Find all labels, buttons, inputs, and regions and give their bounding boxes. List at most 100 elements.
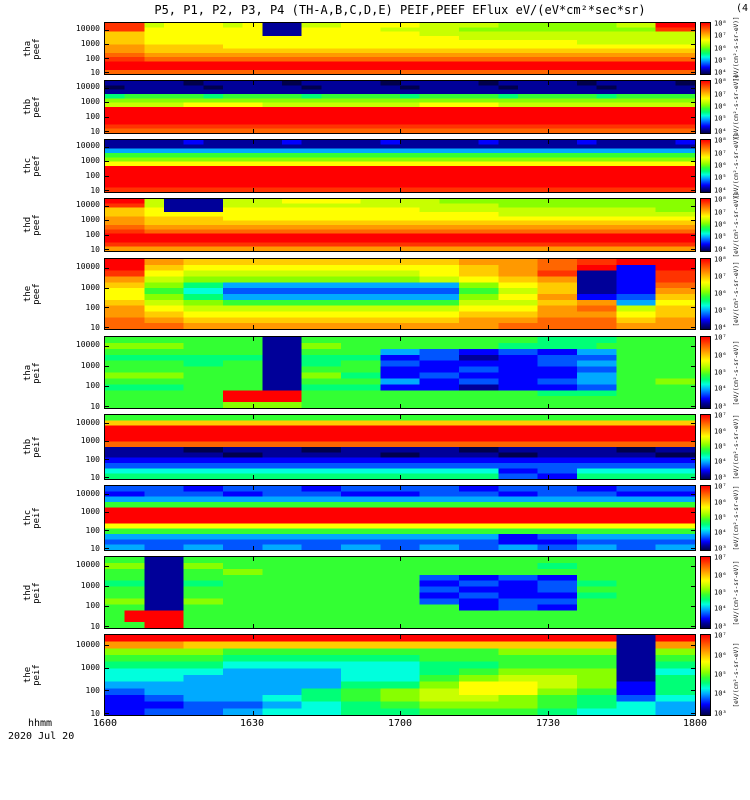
colorbar-tick-label: 10⁴ <box>714 186 727 195</box>
colorbar-tick-label: 10⁶ <box>714 571 727 580</box>
tick-mark <box>400 199 401 203</box>
y-tick-label: 10 <box>90 127 100 137</box>
colorbar-tick-label: 10⁶ <box>714 289 727 298</box>
colorbar-tick-label: 10⁸ <box>714 255 727 264</box>
tick-mark <box>691 441 695 443</box>
y-tick-label: 10 <box>90 245 100 255</box>
y-tick-label: 10 <box>90 544 100 554</box>
tick-mark <box>691 625 695 627</box>
colorbar-tick-label: 10⁸ <box>714 77 727 86</box>
colorbar-unit-label: [eV/(cm²-s-sr-eV)] <box>733 339 740 406</box>
corner-annotation: (4 <box>735 3 748 14</box>
x-tick-label: 1600 <box>92 718 118 729</box>
tick-mark <box>105 102 109 104</box>
tick-mark <box>105 87 109 89</box>
tick-mark <box>252 23 254 27</box>
tick-mark <box>400 70 401 74</box>
y-tick-label: 100 <box>85 230 100 240</box>
y-tick-label: 10 <box>90 708 100 718</box>
tick-mark <box>547 557 549 561</box>
tick-mark <box>691 512 695 514</box>
colorbar-unit-label: [eV/(cm²-s-sr-eV)] <box>733 133 740 199</box>
tick-mark <box>400 711 401 715</box>
tick-mark <box>547 325 549 329</box>
instrument-label: peef <box>32 214 42 236</box>
tick-mark <box>691 146 695 148</box>
y-tick-label: 1000 <box>80 507 100 517</box>
tick-mark <box>691 586 695 588</box>
tick-mark <box>252 415 254 419</box>
tick-mark <box>252 70 254 74</box>
colorbar <box>700 556 711 629</box>
spectrogram-panel-tha-peif <box>104 336 696 409</box>
panel-y-axis-label: thb peif <box>23 436 42 458</box>
y-tick-label: 1000 <box>80 436 100 446</box>
panel-y-axis-label: the peif <box>23 664 42 686</box>
tick-mark <box>400 247 401 251</box>
tick-mark <box>691 116 695 118</box>
tick-mark <box>105 43 109 45</box>
y-tick-label: 1000 <box>80 156 100 166</box>
tick-mark <box>400 546 401 550</box>
y-tick-label: 100 <box>85 112 100 122</box>
colorbar-tick-label: 10⁸ <box>714 19 727 28</box>
colorbar-tick-label: 10⁸ <box>714 195 727 204</box>
y-tick-label: 10000 <box>75 23 100 33</box>
tick-mark <box>691 249 695 251</box>
y-tick-label: 10000 <box>75 82 100 92</box>
colorbar-tick-label: 10⁴ <box>714 245 727 254</box>
tick-mark <box>252 486 254 490</box>
colorbar-unit-label: [eV/(cm²-s-sr-eV)] <box>733 74 740 140</box>
tick-mark <box>105 494 109 496</box>
x-tick-label: 1730 <box>535 718 561 729</box>
tick-mark <box>547 259 549 263</box>
colorbar-tick-label: 10⁷ <box>714 272 727 281</box>
tick-mark <box>691 548 695 550</box>
tick-mark <box>400 557 401 561</box>
y-tick-label: 10000 <box>75 200 100 210</box>
tick-mark <box>252 624 254 628</box>
tick-mark <box>691 87 695 89</box>
x-tick-label: 1700 <box>387 718 413 729</box>
y-tick-label: 10 <box>90 473 100 483</box>
colorbar-tick-label: 10³ <box>714 709 727 718</box>
tick-mark <box>105 645 109 647</box>
heatmap-canvas <box>105 23 695 74</box>
tick-mark <box>691 220 695 222</box>
tick-mark <box>252 199 254 203</box>
x-tick-label: 1800 <box>682 718 708 729</box>
tick-mark <box>105 346 109 348</box>
colorbar <box>700 336 711 409</box>
colorbar-tick-label: 10⁶ <box>714 220 727 229</box>
spectrogram-panel-the-peef <box>104 258 696 330</box>
colorbar-tick-label: 10⁶ <box>714 102 727 111</box>
instrument-label: peif <box>32 436 42 458</box>
tick-mark <box>547 624 549 628</box>
tick-mark <box>691 58 695 60</box>
tick-mark <box>105 625 109 627</box>
tick-mark <box>691 72 695 74</box>
tick-mark <box>105 548 109 550</box>
tick-mark <box>252 247 254 251</box>
colorbar-tick-label: 10⁵ <box>714 442 727 451</box>
tick-mark <box>105 530 109 532</box>
colorbar-tick-label: 10³ <box>714 473 727 482</box>
tick-mark <box>400 140 401 144</box>
colorbar-tick-label: 10⁵ <box>714 56 727 65</box>
tick-mark <box>252 81 254 85</box>
heatmap-canvas <box>105 557 695 628</box>
tick-mark <box>400 337 401 341</box>
y-tick-label: 10000 <box>75 262 100 272</box>
tick-mark <box>105 512 109 514</box>
instrument-label: peef <box>32 96 42 118</box>
y-tick-label: 1000 <box>80 580 100 590</box>
colorbar-tick-label: 10⁴ <box>714 384 727 393</box>
tick-mark <box>105 441 109 443</box>
colorbar-tick-label: 10³ <box>714 544 727 553</box>
heatmap-canvas <box>105 140 695 192</box>
tick-mark <box>691 29 695 31</box>
colorbar <box>700 139 711 193</box>
colorbar-tick-label: 10⁶ <box>714 651 727 660</box>
tick-mark <box>105 29 109 31</box>
panel-y-axis-label: tha peef <box>23 38 42 60</box>
